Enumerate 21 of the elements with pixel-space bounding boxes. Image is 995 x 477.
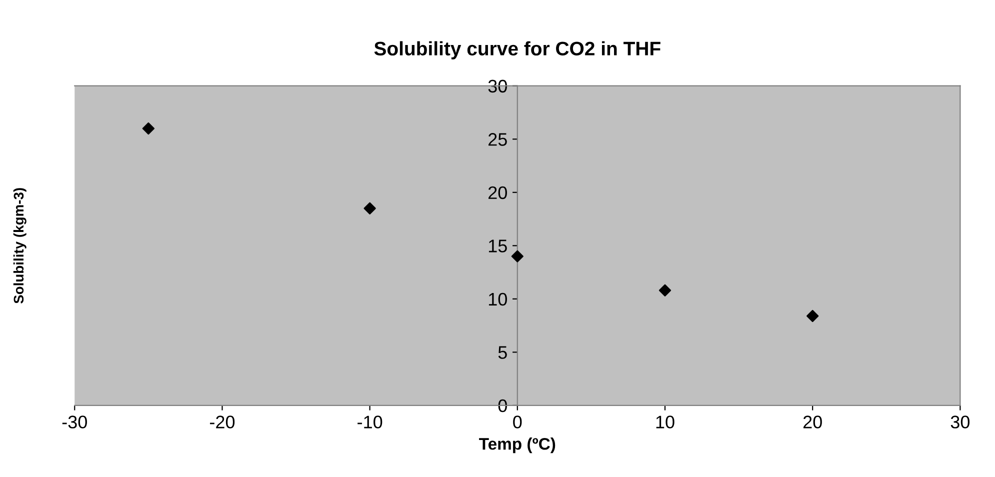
x-tick-label: 10	[656, 416, 674, 428]
chart-title: Solubility curve for CO2 in THF	[374, 41, 660, 60]
x-tick-label: -20	[210, 416, 235, 428]
x-tick-label: 20	[803, 416, 822, 428]
y-tick-label: 20	[488, 186, 507, 200]
x-tick-label: 0	[513, 416, 522, 428]
y-tick-label: 5	[498, 346, 507, 359]
y-tick-label: 15	[488, 240, 507, 252]
x-tick-label: -30	[62, 416, 87, 428]
point	[142, 122, 154, 135]
x-axis-title: Temp (ºC)	[479, 438, 556, 454]
x-tick-label: -10	[358, 416, 382, 428]
point	[806, 310, 819, 322]
y-tick-label: 25	[488, 133, 507, 146]
point	[364, 202, 376, 214]
x-tick-label: 30	[950, 416, 970, 428]
y-axis-title: Solubility (kgm-3)	[13, 188, 26, 304]
point	[658, 284, 672, 296]
y-tick-label: 30	[488, 80, 507, 93]
point	[511, 250, 524, 262]
y-tick-label: 10	[488, 292, 507, 306]
